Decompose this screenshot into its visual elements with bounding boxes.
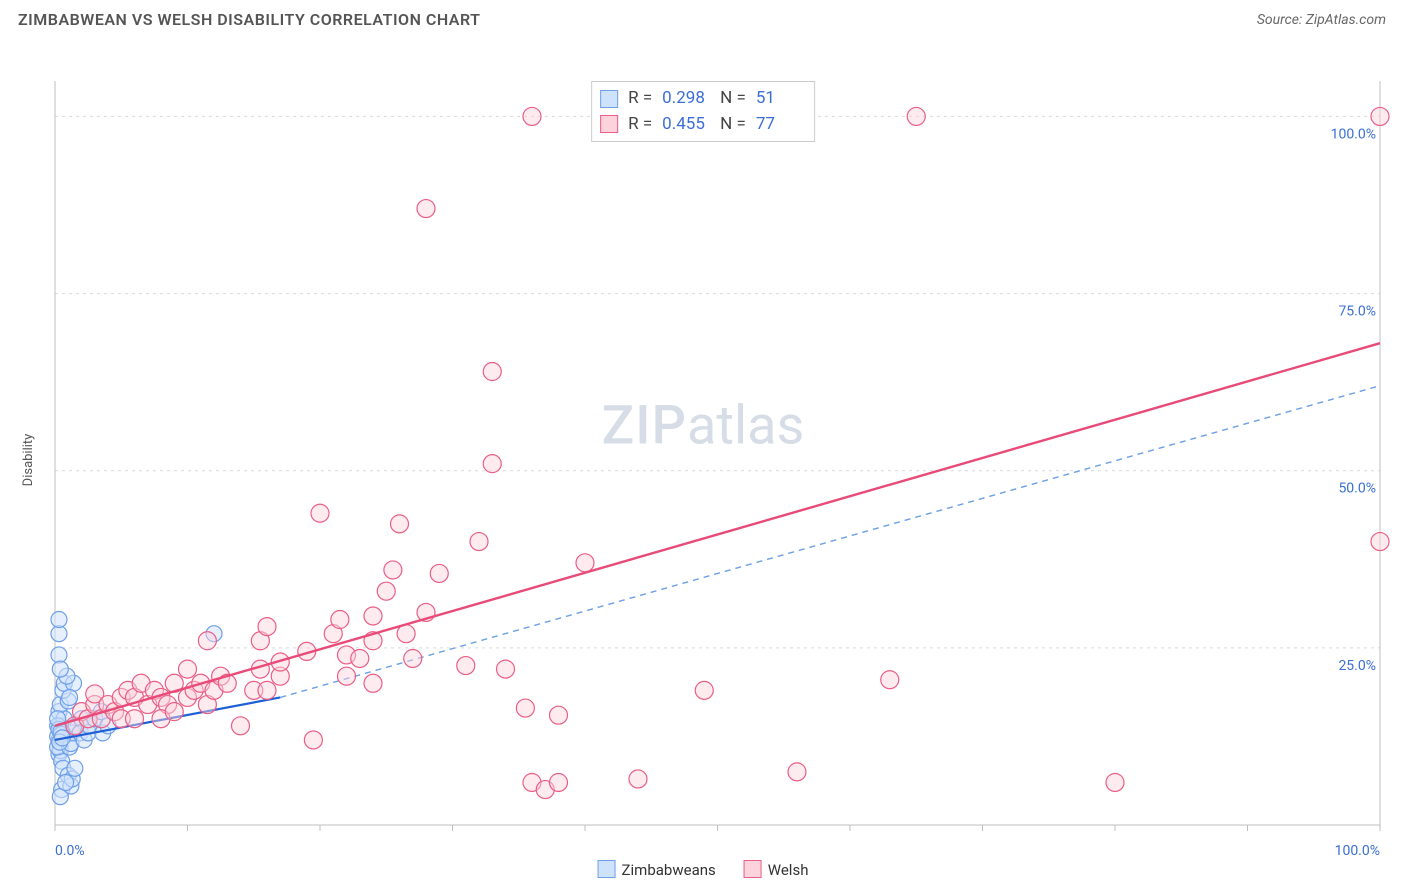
y-axis-title: Disability [21,434,36,487]
bottom-legend: Zimbabweans Welsh [598,860,809,879]
swatch-icon [598,860,616,878]
r-value-zimbabwean: 0.298 [662,86,710,112]
swatch-welsh [600,115,618,133]
legend-item-zimbabweans: Zimbabweans [598,860,716,879]
chart-area: Disability 25.0% 50.0% 75.0% 100.0% 0.0% 100.… [0,35,1406,885]
n-value-welsh: 77 [756,112,804,138]
n-value-zimbabwean: 51 [756,86,804,112]
svg-text:75.0%: 75.0% [1338,304,1376,320]
stats-row-welsh: R = 0.455 N = 77 [600,112,804,138]
svg-text:0.0%: 0.0% [55,843,85,859]
svg-text:25.0%: 25.0% [1338,658,1376,674]
svg-text:100.0%: 100.0% [1331,126,1376,142]
stats-legend: R = 0.298 N = 51 R = 0.455 N = 77 [591,81,815,142]
svg-text:100.0%: 100.0% [1335,843,1380,859]
scatter-plot-svg: 25.0% 50.0% 75.0% 100.0% 0.0% 100.0% [0,35,1406,885]
r-value-welsh: 0.455 [662,112,710,138]
stats-row-zimbabwean: R = 0.298 N = 51 [600,86,804,112]
chart-title: ZIMBABWEAN VS WELSH DISABILITY CORRELATI… [18,10,481,29]
legend-item-welsh: Welsh [744,860,809,879]
swatch-icon [744,860,762,878]
swatch-zimbabwean [600,90,618,108]
source-label: Source: ZipAtlas.com [1257,12,1386,28]
svg-text:50.0%: 50.0% [1338,481,1376,497]
